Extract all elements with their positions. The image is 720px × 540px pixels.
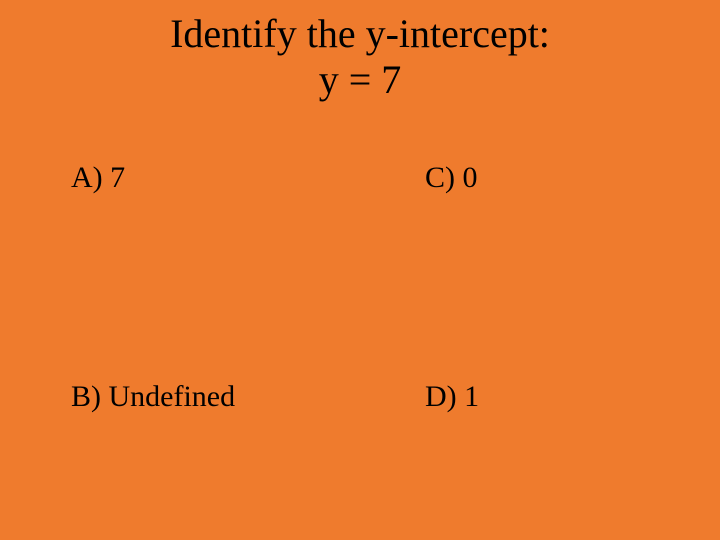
question-title-line2: y = 7 <box>0 56 720 103</box>
question-title-line1: Identify the y-intercept: <box>0 10 720 57</box>
choice-c[interactable]: C) 0 <box>425 161 478 195</box>
choice-d[interactable]: D) 1 <box>425 380 479 414</box>
choice-b[interactable]: B) Undefined <box>71 380 235 414</box>
choice-a[interactable]: A) 7 <box>71 161 125 195</box>
